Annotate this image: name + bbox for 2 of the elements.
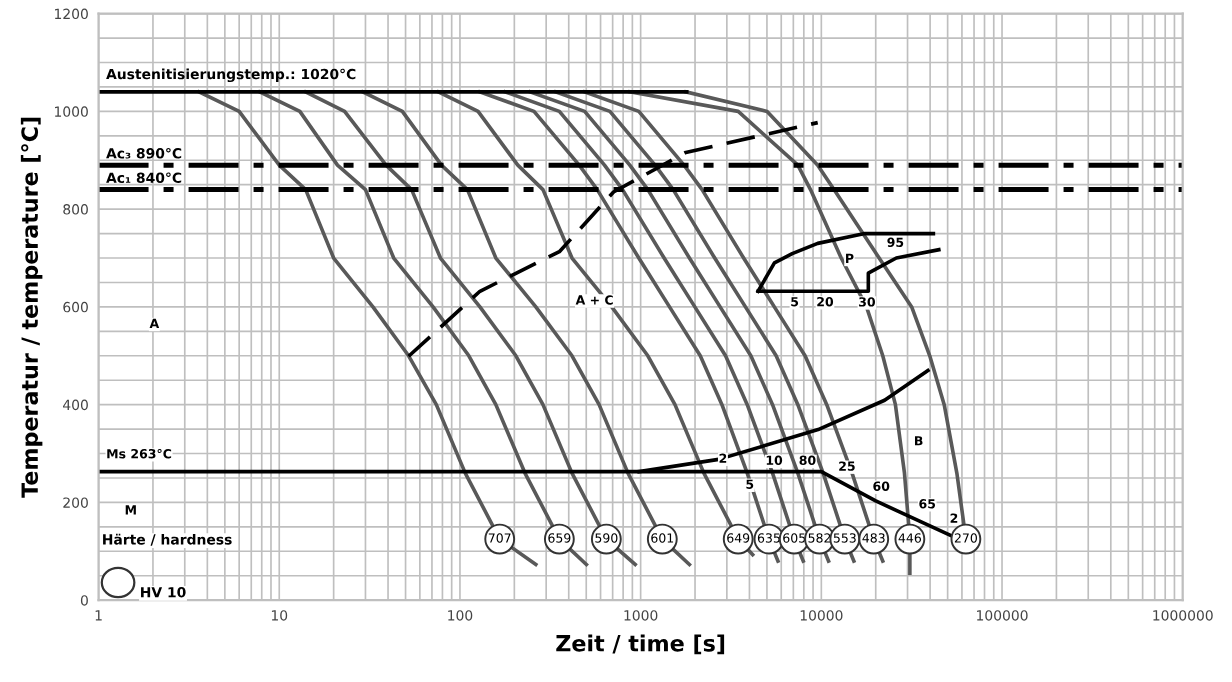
x-axis-title: Zeit / time [s] (556, 634, 725, 655)
y-axis-title: Temperatur / temperature [°C] (20, 117, 43, 498)
